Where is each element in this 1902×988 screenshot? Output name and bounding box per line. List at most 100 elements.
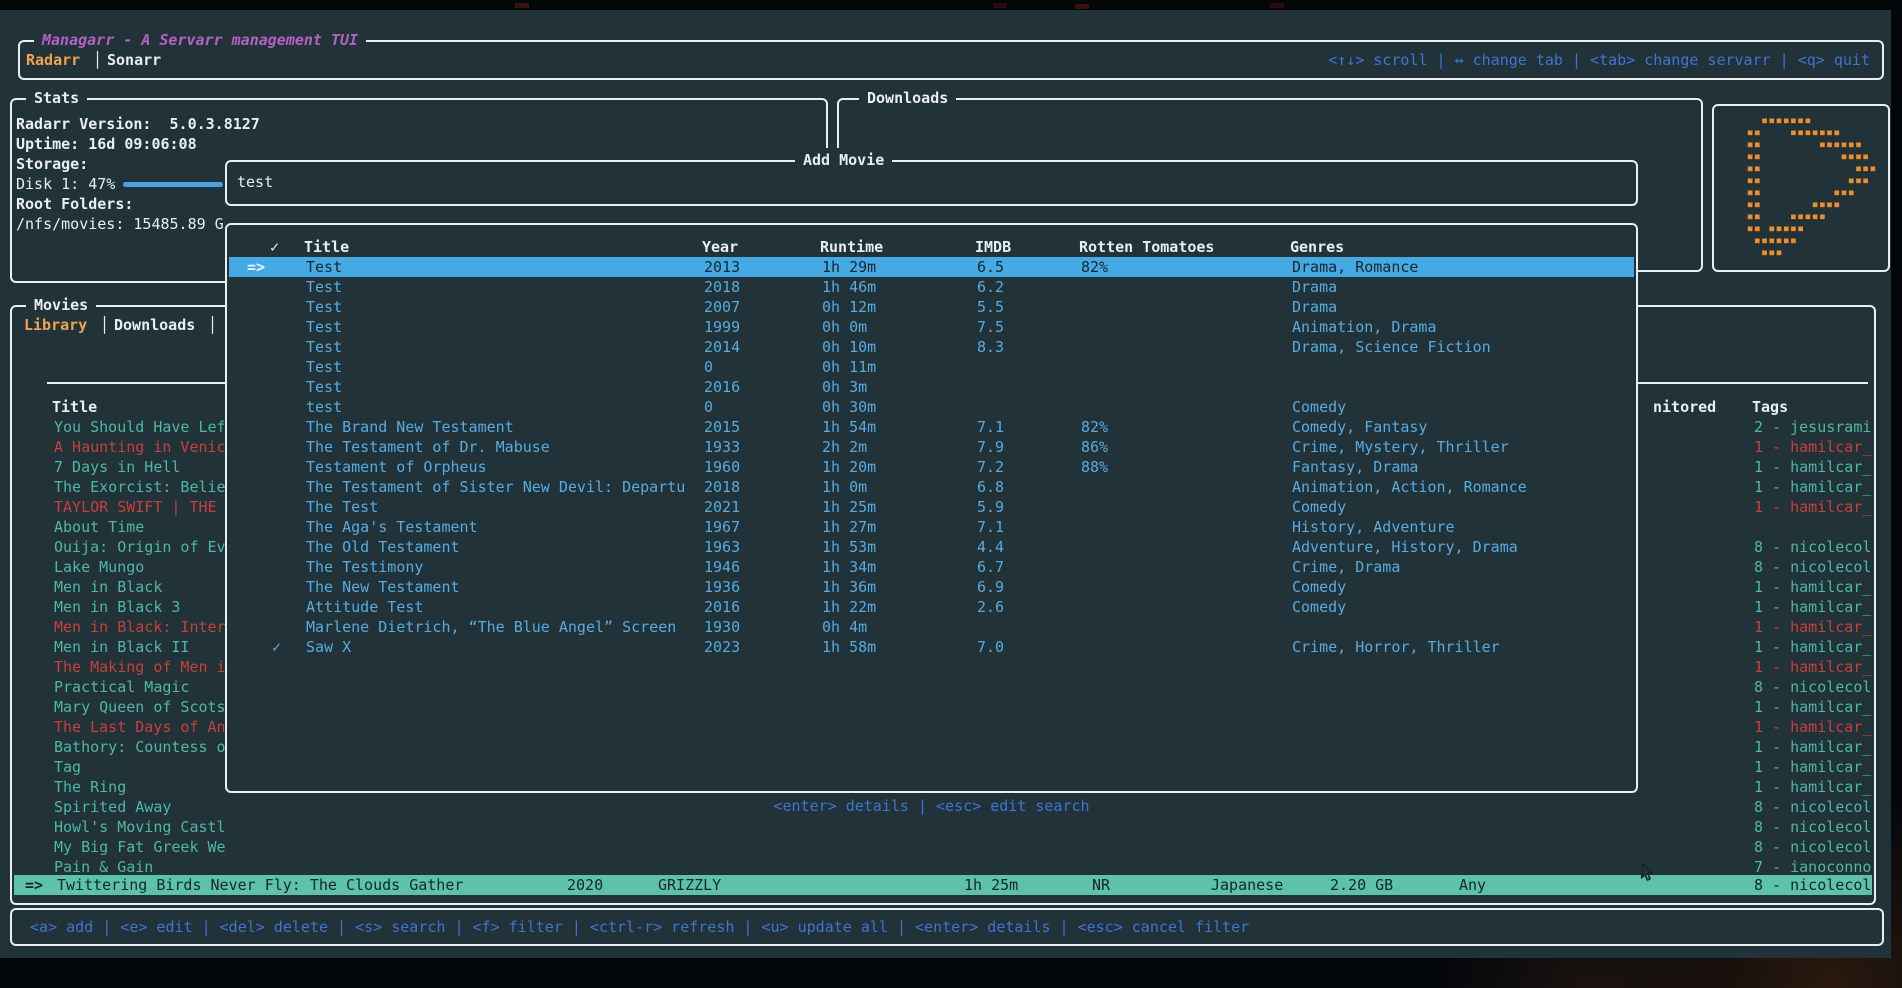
tab-library[interactable]: Library — [24, 316, 88, 334]
add-movie-result-row[interactable]: test 0 0h 30m Comedy — [229, 397, 1634, 417]
selection-marker: => — [247, 258, 266, 276]
result-title: The New Testament — [306, 578, 460, 596]
result-imdb: 2.6 — [977, 598, 1005, 616]
tab-downloads[interactable]: Downloads — [114, 316, 196, 334]
result-genres: Animation, Action, Romance — [1292, 478, 1527, 496]
movie-tags: 1 - hamilcar_ — [1754, 578, 1872, 596]
library-row[interactable]: 7 Days in Hell 1 - hamilcar_ — [14, 457, 1872, 477]
radarr-logo-panel: ▪▪▪▪▪▪▪ ▪▪ ▪▪▪▪▪▪▪ ▪▪ ▪▪▪▪▪▪ ▪▪ ▪▪▪▪ ▪▪ … — [1712, 104, 1890, 272]
result-imdb: 7.9 — [977, 438, 1005, 456]
column-header-monitored-check: ✓ — [270, 238, 280, 256]
result-year: 2018 — [704, 478, 741, 496]
result-imdb: 7.2 — [977, 458, 1005, 476]
result-imdb: 7.5 — [977, 318, 1005, 336]
result-genres: Fantasy, Drama — [1292, 458, 1419, 476]
library-row[interactable]: Bathory: Countess o 1 - hamilcar_ — [14, 737, 1872, 757]
add-movie-result-row[interactable]: => Test 2013 1h 29m 6.5 82% Drama, Romance — [229, 257, 1634, 277]
library-row[interactable]: Men in Black 3 1 - hamilcar_ — [14, 597, 1872, 617]
library-row[interactable]: My Big Fat Greek We 8 - nicolecol — [14, 837, 1872, 857]
add-movie-result-row[interactable]: Marlene Dietrich, “The Blue Angel” Scree… — [229, 617, 1634, 637]
add-movie-result-row[interactable]: Test 2016 0h 3m — [229, 377, 1634, 397]
movie-tags: 8 - nicolecol — [1754, 678, 1872, 696]
result-year: 0 — [704, 358, 714, 376]
movie-tags: 8 - nicolecol — [1754, 818, 1872, 836]
movie-tags: 1 - hamilcar_ — [1754, 698, 1872, 716]
library-row[interactable]: A Haunting in Venic 1 - hamilcar_ — [14, 437, 1872, 457]
result-genres: Crime, Horror, Thriller — [1292, 638, 1500, 656]
result-year: 2015 — [704, 418, 741, 436]
selected-movie-year: 2020 — [567, 876, 604, 894]
result-runtime: 1h 27m — [822, 518, 877, 536]
movie-title: Ouija: Origin of Ev — [54, 538, 226, 556]
add-movie-result-row[interactable]: The Testament of Dr. Mabuse 1933 2h 2m 7.9 8… — [229, 437, 1634, 457]
tab-radarr[interactable]: Radarr — [26, 51, 81, 69]
library-row[interactable]: TAYLOR SWIFT | THE 1 - hamilcar_ — [14, 497, 1872, 517]
add-movie-result-row[interactable]: Test 0 0h 11m — [229, 357, 1634, 377]
add-movie-result-row[interactable]: The Brand New Testament 2015 1h 54m 7.1 82% C… — [229, 417, 1634, 437]
add-movie-result-row[interactable]: ✓ Saw X 2023 1h 58m 7.0 Crime, Horror, Thrill… — [229, 637, 1634, 657]
movie-tags: 1 - hamilcar_ — [1754, 758, 1872, 776]
library-row[interactable]: Tag 1 - hamilcar_ — [14, 757, 1872, 777]
result-imdb: 6.8 — [977, 478, 1005, 496]
result-year: 1960 — [704, 458, 741, 476]
library-row[interactable]: Pain & Gain 7 - ianoconno — [14, 857, 1872, 877]
library-row[interactable]: The Last Days of An 1 - hamilcar_ — [14, 717, 1872, 737]
selected-movie-quality: Any — [1459, 876, 1487, 894]
library-row[interactable]: Mary Queen of Scots 1 - hamilcar_ — [14, 697, 1872, 717]
result-runtime: 0h 3m — [822, 378, 868, 396]
result-title: Test — [306, 378, 343, 396]
stats-line: Radarr Version: 5.0.3.8127 — [16, 115, 260, 133]
library-row[interactable]: Men in Black 1 - hamilcar_ — [14, 577, 1872, 597]
movie-tags: 1 - hamilcar_ — [1754, 738, 1872, 756]
library-row[interactable]: Practical Magic 8 - nicolecol — [14, 677, 1872, 697]
result-title: The Aga's Testament — [306, 518, 478, 536]
add-movie-result-row[interactable]: The Testament of Sister New Devil: Depar… — [229, 477, 1634, 497]
library-row[interactable]: The Making of Men i 1 - hamilcar_ — [14, 657, 1872, 677]
result-imdb: 7.1 — [977, 418, 1005, 436]
stats-line: Disk 1: 47% — [16, 175, 116, 193]
library-row[interactable]: Spirited Away 8 - nicolecol — [14, 797, 1872, 817]
library-row[interactable]: Men in Black II 1 - hamilcar_ — [14, 637, 1872, 657]
selected-movie-title: Twittering Birds Never Fly: The Clouds G… — [57, 876, 464, 894]
selected-movie-studio: GRIZZLY — [658, 876, 722, 894]
add-movie-result-row[interactable]: The Test 2021 1h 25m 5.9 Comedy — [229, 497, 1634, 517]
library-row[interactable]: About Time — [14, 517, 1872, 537]
library-row[interactable]: Howl's Moving Castl 8 - nicolecol — [14, 817, 1872, 837]
add-movie-result-row[interactable]: Testament of Orpheus 1960 1h 20m 7.2 88% Fant… — [229, 457, 1634, 477]
movie-title: Men in Black II — [54, 638, 190, 656]
movie-tags: 1 - hamilcar_ — [1754, 498, 1872, 516]
result-imdb: 6.5 — [977, 258, 1005, 276]
library-row[interactable]: The Exorcist: Belie 1 - hamilcar_ — [14, 477, 1872, 497]
add-movie-result-row[interactable]: Test 2014 0h 10m 8.3 Drama, Science Fiction — [229, 337, 1634, 357]
add-movie-result-row[interactable]: Test 1999 0h 0m 7.5 Animation, Drama — [229, 317, 1634, 337]
add-movie-result-row[interactable]: The New Testament 1936 1h 36m 6.9 Comedy — [229, 577, 1634, 597]
selected-movie-row[interactable]: => Twittering Birds Never Fly: The Cloud… — [14, 875, 1872, 895]
add-movie-result-row[interactable]: The Testimony 1946 1h 34m 6.7 Crime, Drama — [229, 557, 1634, 577]
result-runtime: 1h 53m — [822, 538, 877, 556]
library-row[interactable]: Ouija: Origin of Ev 8 - nicolecol — [14, 537, 1872, 557]
add-movie-result-row[interactable]: Test 2018 1h 46m 6.2 Drama — [229, 277, 1634, 297]
movie-title: The Exorcist: Belie — [54, 478, 226, 496]
selected-movie-runtime: 1h 25m — [964, 876, 1019, 894]
add-movie-result-row[interactable]: The Aga's Testament 1967 1h 27m 7.1 History,… — [229, 517, 1634, 537]
movie-tags: 8 - nicolecol — [1754, 798, 1872, 816]
column-header-genres: Genres — [1290, 238, 1345, 256]
stats-line: Uptime: 16d 09:06:08 — [16, 135, 197, 153]
tab-sonarr[interactable]: Sonarr — [107, 51, 162, 69]
result-runtime: 1h 22m — [822, 598, 877, 616]
library-row[interactable]: Lake Mungo 8 - nicolecol — [14, 557, 1872, 577]
add-movie-result-row[interactable]: Test 2007 0h 12m 5.5 Drama — [229, 297, 1634, 317]
add-movie-result-row[interactable]: The Old Testament 1963 1h 53m 4.4 Adventure,… — [229, 537, 1634, 557]
result-imdb: 6.7 — [977, 558, 1005, 576]
library-row[interactable]: The Ring 1 - hamilcar_ — [14, 777, 1872, 797]
library-row[interactable]: Men in Black: Inter 1 - hamilcar_ — [14, 617, 1872, 637]
search-input[interactable]: test — [237, 173, 274, 191]
result-year: 2016 — [704, 378, 741, 396]
add-movie-result-row[interactable]: Attitude Test 2016 1h 22m 2.6 Comedy — [229, 597, 1634, 617]
result-rt: 86% — [1081, 438, 1109, 456]
library-row[interactable]: You Should Have Lef 2 - jesusrami — [14, 417, 1872, 437]
result-runtime: 1h 29m — [822, 258, 877, 276]
result-imdb: 5.9 — [977, 498, 1005, 516]
result-title: Marlene Dietrich, “The Blue Angel” Scree… — [306, 618, 677, 636]
selected-movie-language: Japanese — [1211, 876, 1284, 894]
